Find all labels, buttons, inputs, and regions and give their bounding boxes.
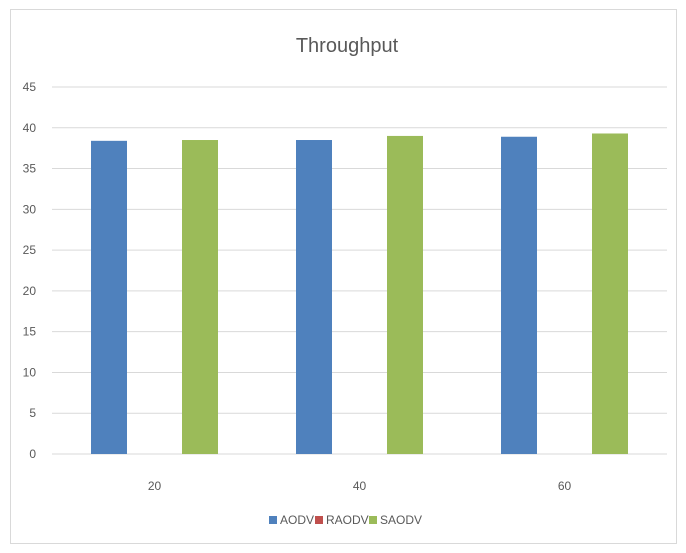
legend-swatch-raodv [315,516,323,524]
y-tick-label: 15 [23,325,37,339]
y-tick-label: 20 [23,284,37,298]
legend: AODV RAODV SAODV [269,513,422,527]
y-tick-label: 0 [29,447,36,461]
legend-swatch-saodv [369,516,377,524]
x-tick-label: 20 [148,479,162,493]
legend-swatch-aodv [269,516,277,524]
x-tick-label: 40 [353,479,367,493]
legend-label-saodv: SAODV [380,513,422,527]
y-tick-label: 30 [23,202,37,216]
x-axis-ticks: 20 40 60 [148,479,572,493]
bar-aodv-40 [296,140,332,454]
y-tick-label: 10 [23,365,37,379]
bar-saodv-40 [387,135,423,454]
bar-saodv-20 [182,140,218,454]
y-tick-label: 45 [23,80,37,94]
y-tick-label: 35 [23,162,37,176]
legend-label-aodv: AODV [280,513,314,527]
legend-label-raodv: RAODV [326,513,369,527]
bar-aodv-60 [501,136,537,454]
bars [91,133,628,454]
y-axis-ticks: 0 5 10 15 20 25 30 35 40 45 [23,80,37,461]
chart-title: Throughput [296,35,399,57]
bar-saodv-60 [592,133,628,454]
bar-aodv-20 [91,140,127,454]
y-tick-label: 25 [23,243,37,257]
x-tick-label: 60 [558,479,572,493]
gridlines [52,86,667,455]
y-tick-label: 40 [23,121,37,135]
y-tick-label: 5 [29,406,36,420]
